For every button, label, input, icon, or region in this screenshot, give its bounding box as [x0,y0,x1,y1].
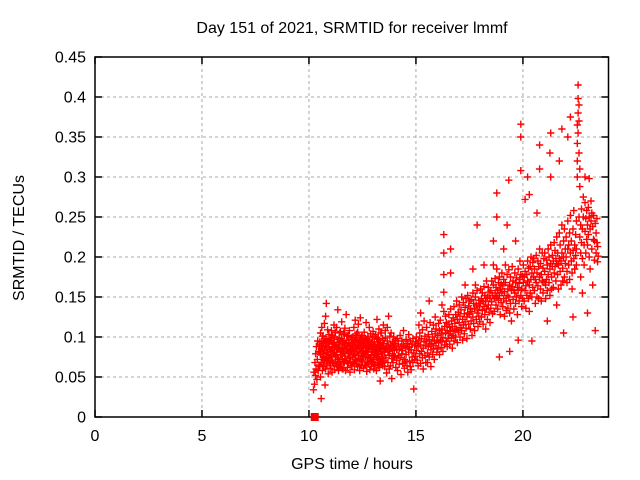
x-tick-label: 15 [407,428,425,445]
y-tick-label: 0.3 [64,170,86,187]
y-tick-label: 0.45 [55,50,86,67]
x-axis-label: GPS time / hours [291,456,413,473]
square-marker-point [310,413,319,421]
x-tick-label: 0 [91,428,100,445]
x-tick-label: 20 [514,428,532,445]
plot-border [94,56,610,418]
y-tick-label: 0.05 [55,370,86,387]
scatter-points [309,81,602,403]
chart-title: Day 151 of 2021, SRMTID for receiver lmm… [196,20,508,37]
x-tick-label: 10 [300,428,318,445]
axis-ticks [94,56,609,418]
y-tick-label: 0.25 [55,210,86,227]
y-tick-label: 0.4 [64,90,86,107]
y-tick-label: 0 [77,410,86,427]
y-axis-label: SRMTID / TECUs [11,175,28,301]
grid-lines [95,57,609,417]
y-tick-label: 0.1 [64,330,86,347]
y-tick-label: 0.35 [55,130,86,147]
x-tick-label: 5 [198,428,207,445]
y-tick-label: 0.15 [55,290,86,307]
y-tick-label: 0.2 [64,250,86,267]
